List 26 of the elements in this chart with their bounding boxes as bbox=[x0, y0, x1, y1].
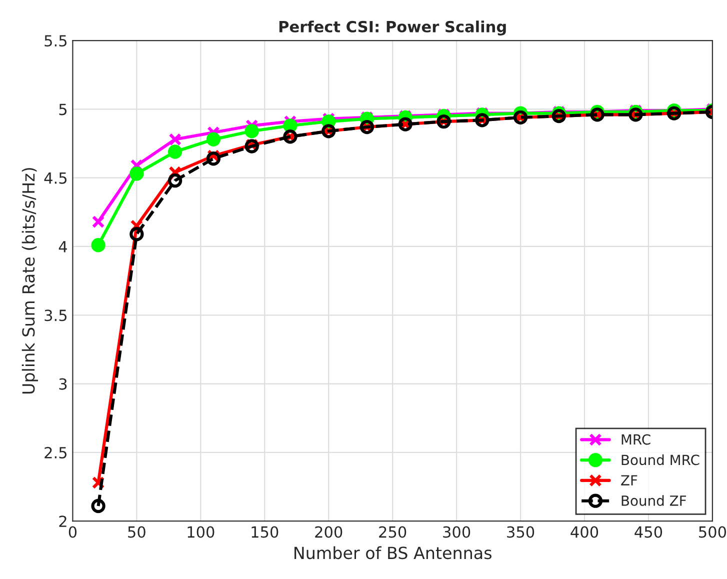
x-tick-label: 300 bbox=[443, 526, 470, 538]
x-tick-label: 400 bbox=[570, 526, 598, 538]
legend-label: Bound ZF bbox=[622, 495, 686, 506]
legend-label: ZF bbox=[621, 475, 638, 486]
x-tick-label: 150 bbox=[252, 526, 278, 538]
y-tick-label: 4.5 bbox=[44, 172, 67, 184]
x-tick-label: 200 bbox=[315, 526, 342, 538]
x-axis-title: Number of BS Antennas bbox=[294, 546, 492, 560]
legend-label: MRC bbox=[622, 434, 650, 445]
y-tick-label: 2.5 bbox=[44, 446, 67, 458]
y-tick-label: 2 bbox=[59, 516, 66, 527]
x-tick-label: 0 bbox=[68, 526, 77, 538]
x-tick-label: 450 bbox=[634, 526, 662, 538]
y-tick-label: 3 bbox=[59, 378, 67, 390]
legend-label: Bound MRC bbox=[622, 454, 700, 466]
x-tick-label: 100 bbox=[188, 526, 214, 538]
y-axis-title: Uplink Sum Rate (bits/s/Hz) bbox=[22, 168, 38, 394]
x-tick-label: 250 bbox=[379, 526, 406, 538]
y-tick-label: 4 bbox=[58, 241, 67, 252]
y-tick-label: 5 bbox=[59, 104, 67, 116]
chart-title: Perfect CSI: Power Scaling bbox=[279, 20, 506, 36]
x-tick-label: 500 bbox=[699, 526, 726, 538]
y-tick-label: 5.5 bbox=[44, 35, 67, 47]
x-tick-label: 50 bbox=[128, 526, 146, 538]
y-tick-label: 3.5 bbox=[44, 310, 67, 322]
x-tick-label: 350 bbox=[507, 526, 534, 538]
